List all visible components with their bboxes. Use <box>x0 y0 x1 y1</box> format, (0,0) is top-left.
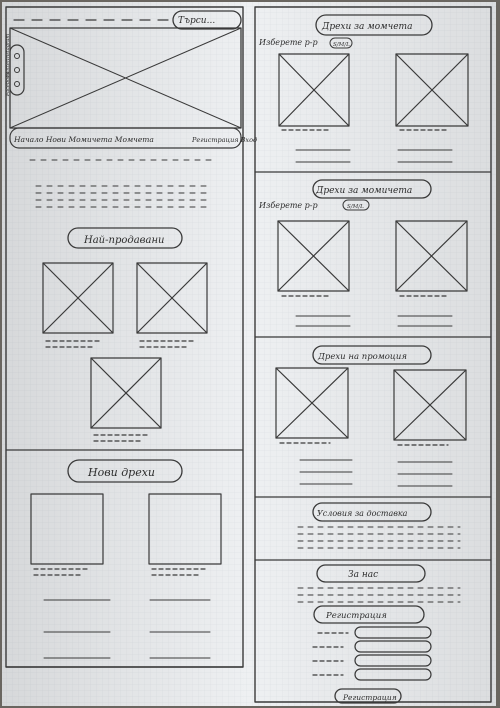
product-placeholder[interactable] <box>42 262 114 348</box>
side-social-label: Instagram <box>5 34 11 61</box>
right-page <box>254 6 492 704</box>
product-placeholder[interactable] <box>30 493 104 576</box>
boys-size-filter: Изберете р-р <box>258 38 318 47</box>
nav-links-text: Начало Нови Момичета Момчета <box>13 135 154 144</box>
terms-text-lines <box>297 526 461 549</box>
boys-text-lines <box>295 149 453 163</box>
side-social-label: Facebook <box>5 72 11 97</box>
side-social-label: Twitter <box>5 59 11 78</box>
girls-size-badge-text: S/M/L <box>347 204 364 210</box>
search-field[interactable] <box>172 10 242 30</box>
product-placeholder[interactable] <box>275 367 349 444</box>
product-placeholder[interactable] <box>393 369 467 446</box>
bestsellers-title: Най-продавани <box>83 235 164 246</box>
register-input[interactable] <box>354 626 432 639</box>
register-input[interactable] <box>354 654 432 667</box>
product-placeholder[interactable] <box>278 53 350 131</box>
about-text-lines <box>297 587 461 603</box>
boys-title: Дрехи за момчета <box>321 22 412 32</box>
product-placeholder[interactable] <box>90 357 162 442</box>
intro-text-lines <box>29 159 216 208</box>
product-placeholder[interactable] <box>277 220 350 297</box>
about-heading-frame <box>316 564 426 583</box>
social-links-panel[interactable] <box>9 44 25 96</box>
girls-text-lines <box>295 315 453 327</box>
boys-heading-frame <box>315 14 433 36</box>
new-clothes-title: Нови дрехи <box>87 466 155 479</box>
girls-size-filter: Изберете р-р <box>258 201 318 210</box>
register-button-label: Регистрация <box>342 693 397 702</box>
product-placeholder[interactable] <box>395 220 468 297</box>
register-submit-button[interactable] <box>334 688 402 704</box>
register-title: Регистрация <box>325 611 387 621</box>
register-form <box>312 626 432 681</box>
product-placeholder[interactable] <box>148 493 222 576</box>
girls-size-badge[interactable] <box>342 199 370 211</box>
left-page <box>5 6 244 668</box>
register-input[interactable] <box>354 640 432 653</box>
about-title: За нас <box>348 570 378 580</box>
register-heading-frame <box>313 605 425 624</box>
boys-size-badge[interactable] <box>329 37 353 49</box>
promo-text-lines <box>299 459 453 487</box>
terms-title: Условия за доставка <box>317 509 408 518</box>
boys-size-badge-text: S/M/L <box>333 42 350 48</box>
search-label: Търси... <box>178 16 215 26</box>
bestsellers-heading-frame <box>67 227 183 249</box>
promo-title: Дрехи на промоция <box>317 352 407 362</box>
new-clothes-heading-frame <box>67 459 183 483</box>
girls-heading-frame <box>312 179 432 199</box>
register-input[interactable] <box>354 668 432 681</box>
terms-heading-frame <box>312 502 432 522</box>
footer-text-lines <box>43 599 211 659</box>
promo-heading-frame <box>312 345 432 365</box>
product-placeholder[interactable] <box>395 53 469 131</box>
nav-bar <box>9 127 242 149</box>
girls-title: Дрехи за момичета <box>315 186 412 196</box>
nav-auth-text: Регистрация Вход <box>191 136 257 144</box>
product-placeholder[interactable] <box>136 262 208 348</box>
